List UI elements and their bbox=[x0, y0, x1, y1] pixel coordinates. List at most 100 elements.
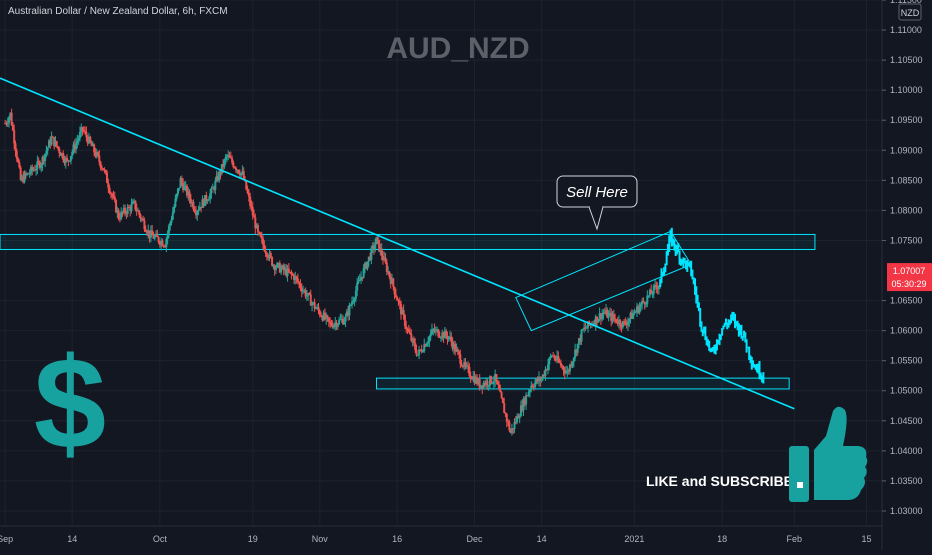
candle-body bbox=[494, 374, 497, 382]
candle-body bbox=[120, 211, 123, 219]
candle-body bbox=[223, 159, 226, 168]
sell-here-callout[interactable]: Sell Here bbox=[556, 175, 638, 231]
candle-body bbox=[559, 362, 562, 366]
candle-body bbox=[459, 354, 462, 364]
candle-body bbox=[20, 176, 23, 180]
candle-body bbox=[593, 323, 596, 326]
candle-body bbox=[544, 369, 547, 377]
candle-body bbox=[209, 193, 212, 200]
price-tick-label: 1.11500 bbox=[890, 0, 922, 5]
candle-body bbox=[412, 338, 415, 344]
candle-body bbox=[277, 262, 280, 264]
candle-body bbox=[139, 214, 142, 219]
currency-badge-label: NZD bbox=[901, 8, 920, 18]
candle-body bbox=[441, 332, 444, 338]
candle-body bbox=[148, 230, 151, 238]
candle-body bbox=[192, 202, 195, 210]
candle-body bbox=[527, 391, 530, 396]
currency-badge[interactable]: NZD bbox=[898, 3, 922, 21]
candle-body bbox=[200, 206, 203, 208]
price-tick-label: 1.06000 bbox=[890, 326, 923, 336]
candle-body bbox=[577, 338, 580, 344]
candle-body bbox=[498, 384, 501, 390]
candle-body bbox=[415, 349, 418, 356]
candle-body bbox=[51, 136, 54, 138]
candle-body bbox=[182, 182, 185, 191]
candle-body bbox=[213, 187, 216, 190]
candle-body bbox=[146, 231, 148, 234]
time-tick-label: 14 bbox=[537, 534, 547, 544]
candle-body bbox=[343, 321, 346, 325]
candle-body bbox=[55, 141, 58, 147]
price-tick-label: 1.10000 bbox=[890, 85, 923, 95]
candle-body bbox=[184, 185, 187, 187]
candle-body bbox=[227, 155, 230, 157]
candle-body bbox=[253, 215, 256, 218]
candle-body bbox=[126, 207, 129, 215]
candle-body bbox=[370, 247, 373, 260]
candle-body bbox=[351, 301, 354, 305]
candle-body bbox=[583, 327, 586, 330]
forecast bbox=[659, 227, 765, 384]
candle-body bbox=[367, 256, 370, 262]
candle-body bbox=[93, 144, 96, 153]
candle-body bbox=[291, 274, 294, 276]
candle-body bbox=[313, 302, 316, 309]
candle-body bbox=[75, 143, 78, 150]
candle-body bbox=[630, 312, 633, 319]
candle-body bbox=[193, 209, 196, 212]
candle-body bbox=[167, 226, 170, 234]
candle-body bbox=[271, 256, 274, 266]
candle-body bbox=[508, 421, 511, 431]
candle-body bbox=[5, 123, 8, 125]
candle-body bbox=[99, 161, 102, 168]
candle-body bbox=[305, 295, 308, 297]
candle-body bbox=[104, 170, 107, 173]
candle-body bbox=[82, 129, 85, 132]
candle-body bbox=[187, 191, 190, 196]
candles bbox=[4, 108, 662, 436]
candle-body bbox=[553, 355, 556, 359]
candle-body bbox=[9, 112, 12, 118]
candle-body bbox=[626, 321, 629, 326]
candle-body bbox=[64, 158, 67, 164]
candle-body bbox=[509, 430, 512, 433]
candle-body bbox=[58, 148, 61, 153]
candle-body bbox=[581, 329, 584, 331]
candle-body bbox=[338, 319, 341, 325]
candle-body bbox=[37, 161, 40, 163]
candle-body bbox=[134, 200, 137, 210]
candle-body bbox=[642, 300, 645, 303]
grid bbox=[0, 0, 882, 526]
price-tick-label: 1.08500 bbox=[890, 175, 923, 185]
candle-body bbox=[59, 152, 62, 156]
candle-body bbox=[454, 343, 457, 352]
candle-body bbox=[416, 354, 419, 356]
candle-body bbox=[639, 304, 642, 307]
candle-body bbox=[623, 321, 626, 323]
candle-body bbox=[608, 312, 611, 314]
candle-body bbox=[109, 192, 112, 194]
candle-body bbox=[536, 378, 539, 382]
candle-body bbox=[597, 319, 600, 323]
candle-body bbox=[293, 275, 295, 280]
candle-body bbox=[572, 357, 575, 362]
candle-body bbox=[451, 341, 454, 349]
candle-body bbox=[598, 313, 601, 320]
candle-body bbox=[500, 392, 503, 399]
candle-body bbox=[278, 262, 281, 273]
time-tick-label: Dec bbox=[467, 534, 484, 544]
candle-body bbox=[391, 278, 393, 284]
candle-body bbox=[67, 160, 70, 162]
candle-body bbox=[620, 325, 623, 328]
candle-body bbox=[40, 165, 43, 169]
candle-body bbox=[363, 263, 366, 268]
drawings bbox=[0, 77, 795, 410]
time-tick-label: 15 bbox=[862, 534, 872, 544]
candle-body bbox=[81, 127, 84, 130]
candle-body bbox=[516, 415, 519, 423]
candle-body bbox=[429, 333, 432, 337]
candle-body bbox=[469, 375, 472, 378]
